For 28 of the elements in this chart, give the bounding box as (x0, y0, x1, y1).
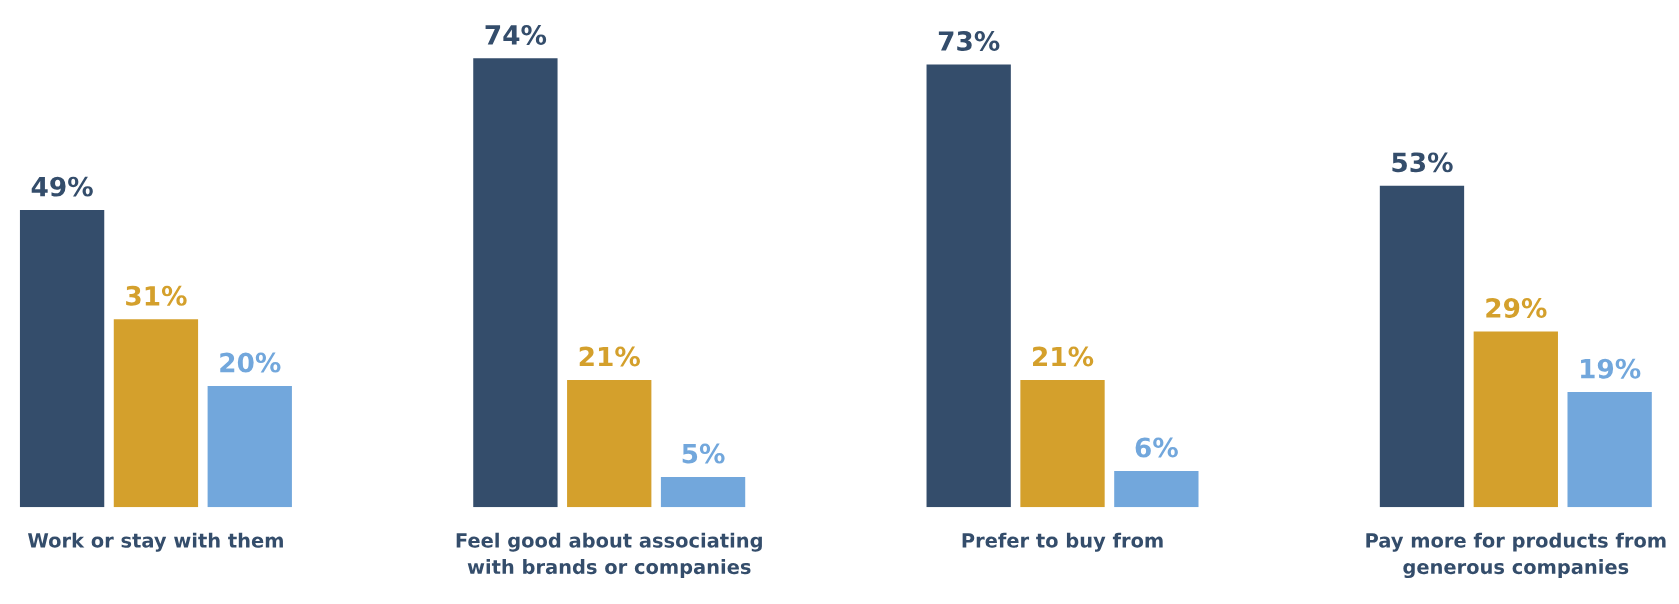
bar (1567, 392, 1652, 508)
x-tick-label: Feel good about associating with brands or companies (456, 532, 762, 578)
data-label: 5% (682, 443, 725, 464)
bar (207, 386, 292, 508)
bar (19, 210, 105, 508)
bar (1114, 470, 1199, 508)
data-label: 20% (220, 352, 281, 373)
data-label: 53% (1392, 152, 1453, 173)
data-label: 19% (1581, 358, 1641, 379)
bar (1379, 185, 1465, 508)
bar (113, 319, 199, 508)
bar (1473, 331, 1558, 508)
data-label: 21% (1033, 346, 1094, 367)
data-label: 74% (485, 24, 547, 45)
data-label: 73% (938, 31, 1000, 51)
x-tick-label: Pay more for products from generous companies (1366, 532, 1666, 579)
bar (926, 64, 1011, 508)
data-label: 21% (579, 346, 640, 367)
x-tick-label: Work or stay with them (27, 532, 283, 552)
bar (473, 58, 558, 508)
data-label: 31% (126, 285, 187, 306)
bar (567, 379, 652, 508)
data-label: 29% (1486, 298, 1547, 318)
bar (1020, 379, 1105, 508)
bar (660, 477, 746, 508)
data-label: 49% (31, 176, 93, 197)
x-tick-label: Prefer to buy from (962, 532, 1163, 552)
data-label: 6% (1135, 437, 1178, 458)
